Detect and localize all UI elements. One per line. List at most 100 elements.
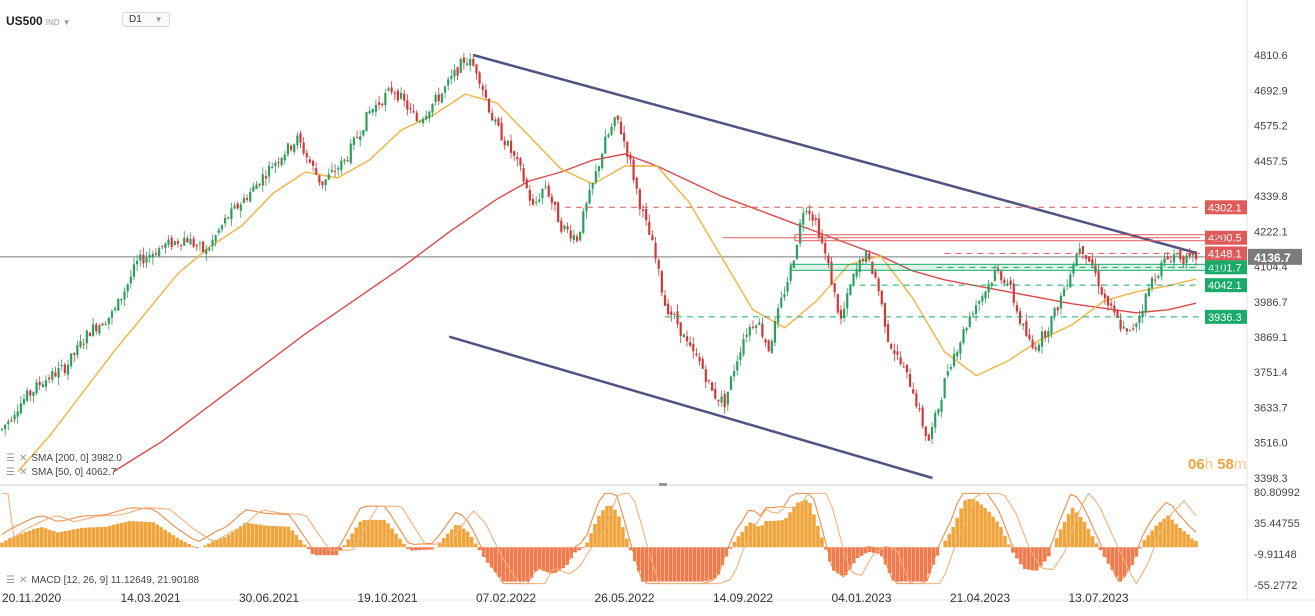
settings-icon[interactable]: ☰ (6, 453, 15, 464)
time-tick-label: 20.11.2020 (2, 591, 61, 605)
candle-body (588, 189, 591, 204)
candle-body (610, 127, 613, 135)
candle-body (908, 374, 912, 387)
settings-icon[interactable]: ☰ (6, 467, 15, 478)
sma50-legend[interactable]: ☰ ✕ SMA [50, 0] 4062.7 (6, 467, 116, 478)
macd-bar (792, 506, 796, 548)
price-tick-label: 4457.5 (1254, 156, 1288, 168)
candle-body (572, 234, 575, 240)
candle-body (711, 382, 714, 391)
candle-body (63, 364, 66, 374)
candle-body (76, 344, 79, 356)
candle-body (1012, 283, 1015, 303)
candle-body (1100, 287, 1103, 295)
price-tick-label: 3751.4 (1254, 367, 1288, 379)
macd-bar (63, 530, 68, 548)
macd-bar (441, 538, 446, 548)
candle-body (601, 153, 604, 168)
candle-body (1106, 296, 1110, 306)
close-icon[interactable]: ✕ (18, 467, 28, 478)
candle-body (1084, 255, 1088, 259)
symbol-selector[interactable]: US500 IND ▼ (6, 14, 71, 28)
candle-body (924, 426, 927, 437)
macd-bar (768, 521, 772, 548)
candle-body (619, 121, 623, 135)
macd-bar (1074, 512, 1079, 548)
level-price-tag: 4302.1 (1205, 200, 1247, 215)
candle-body (1147, 288, 1150, 297)
macd-bar (151, 522, 156, 548)
candle-body (158, 248, 161, 257)
macd-bar (366, 519, 370, 548)
interval-selector[interactable]: D1 ▼ (122, 12, 170, 27)
level-tag-text: 4200.5 (1208, 233, 1242, 245)
candle-body (1031, 339, 1034, 348)
price-tick-label: 4339.8 (1254, 191, 1288, 203)
macd-bar (609, 505, 613, 548)
settings-icon[interactable]: ☰ (6, 575, 15, 586)
candle-body (70, 353, 73, 367)
candle-body (833, 283, 836, 293)
close-icon[interactable]: ✕ (18, 575, 28, 586)
macd-signal-line (2, 492, 1197, 585)
candle-body (773, 321, 777, 343)
macd-bar (716, 547, 721, 575)
candle-body (886, 324, 890, 342)
candle-body (758, 322, 761, 325)
macd-bar (266, 525, 271, 548)
candle-body (0, 428, 4, 430)
macd-bar (589, 533, 593, 548)
candle-body (745, 334, 748, 337)
macd-bar (537, 547, 542, 570)
macd-bar (1019, 547, 1023, 565)
candle-body (849, 285, 852, 296)
candle-body (465, 63, 469, 65)
candle-body (516, 156, 519, 160)
macd-legend[interactable]: ☰ ✕ MACD [12, 26, 9] 11.12649, 21.90188 (6, 575, 199, 586)
candle-body (506, 140, 509, 146)
candle-body (337, 168, 340, 170)
candle-body (447, 79, 450, 86)
candle-body (242, 197, 246, 203)
candle-body (308, 159, 312, 163)
chevron-down-icon[interactable]: ▼ (62, 18, 71, 27)
macd-bar (40, 527, 44, 548)
candle-body (1059, 295, 1062, 309)
candle-body (1066, 285, 1069, 287)
macd-bar (418, 547, 422, 551)
candle-body (154, 253, 158, 255)
candle-body (990, 282, 993, 287)
candle-body (1097, 271, 1100, 287)
candle-body (264, 176, 268, 179)
candle-body (267, 165, 271, 177)
macd-bar (362, 519, 366, 548)
macd-bar (207, 543, 211, 548)
candle-body (557, 202, 560, 223)
macd-bar (1182, 531, 1186, 548)
candle-body (952, 353, 956, 367)
macd-bar (979, 504, 983, 548)
macd-bar (350, 533, 355, 548)
macd-bar (712, 547, 717, 579)
candle-body (689, 342, 692, 346)
macd-bar (820, 537, 824, 548)
macd-bar (258, 524, 263, 548)
sma200-legend[interactable]: ☰ ✕ SMA [200, 0] 3982.0 (6, 453, 122, 464)
macd-bar (788, 512, 792, 548)
macd-bar (127, 521, 132, 548)
macd-bar (879, 547, 884, 557)
macd-bar (744, 526, 749, 548)
candle-body (1141, 310, 1144, 317)
candle-body (352, 137, 356, 145)
macd-bar (895, 547, 900, 582)
macd-bar (863, 547, 868, 554)
macd-bar (445, 533, 450, 548)
candle-body (613, 117, 616, 127)
candle-body (623, 132, 626, 142)
close-icon[interactable]: ✕ (18, 453, 28, 464)
macd-bar (851, 547, 856, 563)
candle-body (233, 205, 236, 209)
macd-bar (1038, 547, 1043, 566)
macd-bar (760, 525, 764, 548)
